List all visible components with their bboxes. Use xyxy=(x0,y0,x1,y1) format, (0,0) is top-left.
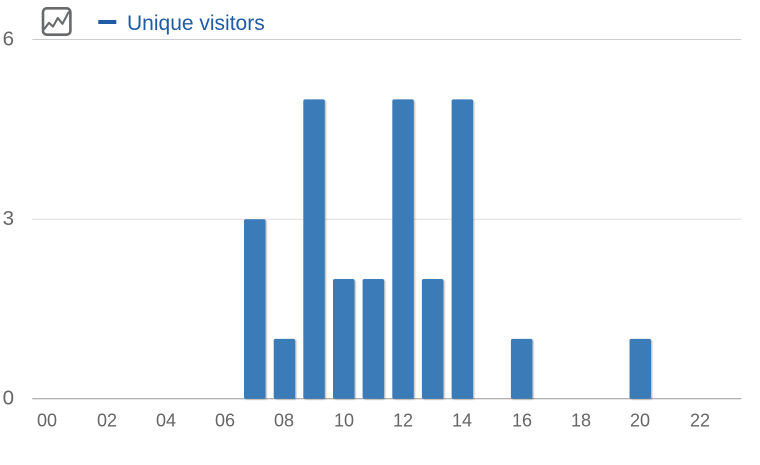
svg-text:6: 6 xyxy=(3,28,14,51)
svg-text:16: 16 xyxy=(512,411,532,431)
svg-text:0: 0 xyxy=(3,387,14,410)
svg-text:10: 10 xyxy=(334,411,354,431)
svg-text:12: 12 xyxy=(393,411,413,431)
svg-text:20: 20 xyxy=(630,411,650,431)
svg-text:00: 00 xyxy=(37,411,57,431)
svg-text:3: 3 xyxy=(3,207,14,230)
svg-text:18: 18 xyxy=(571,411,591,431)
svg-text:04: 04 xyxy=(156,411,176,431)
svg-text:02: 02 xyxy=(97,411,117,431)
svg-text:22: 22 xyxy=(690,411,710,431)
svg-text:Unique visitors: Unique visitors xyxy=(127,12,265,35)
svg-text:14: 14 xyxy=(452,411,472,431)
svg-text:08: 08 xyxy=(274,411,294,431)
svg-text:06: 06 xyxy=(215,411,235,431)
